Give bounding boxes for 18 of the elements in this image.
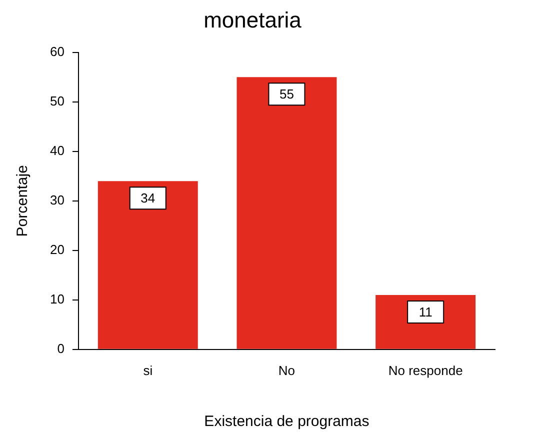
x-tick-label: No (278, 362, 296, 378)
data-label: 34 (140, 190, 156, 206)
y-tick-label: 20 (50, 242, 64, 257)
x-axis-title: Existencia de programas (204, 413, 370, 430)
chart-title: monetaria (204, 7, 302, 32)
x-tick-label: No responde (388, 362, 463, 378)
y-tick-label: 60 (50, 44, 64, 59)
x-tick-label: si (143, 362, 153, 378)
y-tick-label: 0 (57, 340, 64, 356)
y-axis-title: Porcentaje (14, 165, 32, 237)
y-tick-label: 30 (50, 192, 64, 208)
bar (236, 77, 337, 349)
data-label: 55 (279, 86, 294, 102)
bar (98, 181, 198, 349)
y-tick-label: 40 (50, 142, 64, 158)
y-tick-label: 10 (50, 291, 64, 306)
y-tick-label: 50 (50, 93, 64, 108)
data-label: 11 (418, 304, 432, 320)
